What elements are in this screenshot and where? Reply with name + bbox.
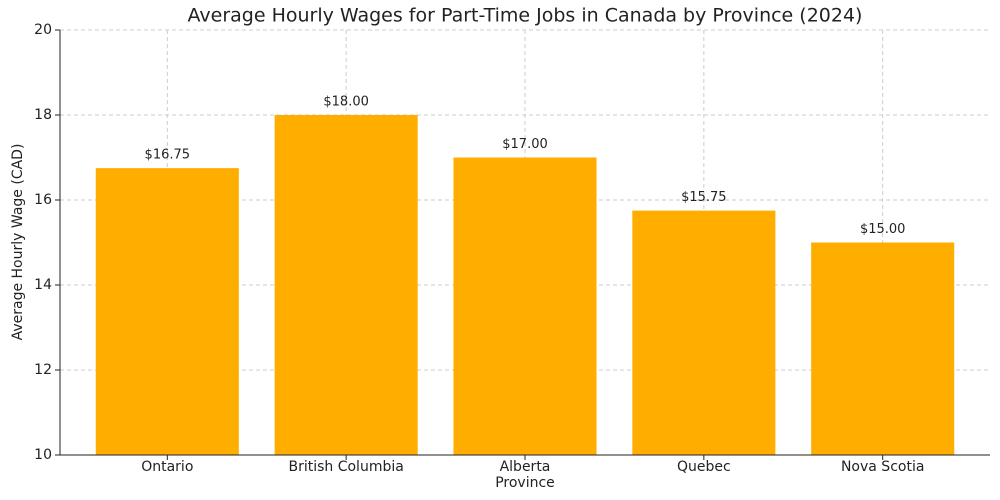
bar bbox=[274, 115, 418, 455]
y-axis-label: Average Hourly Wage (CAD) bbox=[10, 144, 26, 341]
y-tick-label: 18 bbox=[34, 107, 52, 123]
y-tick-label: 10 bbox=[34, 447, 52, 463]
value-label: $17.00 bbox=[502, 137, 548, 152]
x-tick-label: British Columbia bbox=[288, 459, 403, 475]
y-tick-label: 12 bbox=[34, 362, 52, 378]
value-label: $16.75 bbox=[145, 148, 191, 163]
value-label: $15.75 bbox=[681, 190, 727, 205]
x-tick-label: Quebec bbox=[677, 459, 731, 475]
y-tick-label: 14 bbox=[34, 277, 52, 293]
bar bbox=[95, 168, 239, 455]
y-tick-label: 20 bbox=[34, 22, 52, 38]
bar bbox=[811, 242, 955, 455]
x-tick-label: Nova Scotia bbox=[841, 459, 924, 475]
y-tick-label: 16 bbox=[34, 192, 52, 208]
x-tick-label: Ontario bbox=[141, 459, 193, 475]
bar bbox=[453, 157, 597, 455]
chart-title: Average Hourly Wages for Part-Time Jobs … bbox=[188, 5, 863, 27]
value-label: $15.00 bbox=[860, 222, 906, 237]
value-label: $18.00 bbox=[323, 95, 369, 110]
x-axis-label: Province bbox=[495, 475, 555, 491]
x-tick-label: Alberta bbox=[500, 459, 551, 475]
bar bbox=[632, 210, 776, 455]
